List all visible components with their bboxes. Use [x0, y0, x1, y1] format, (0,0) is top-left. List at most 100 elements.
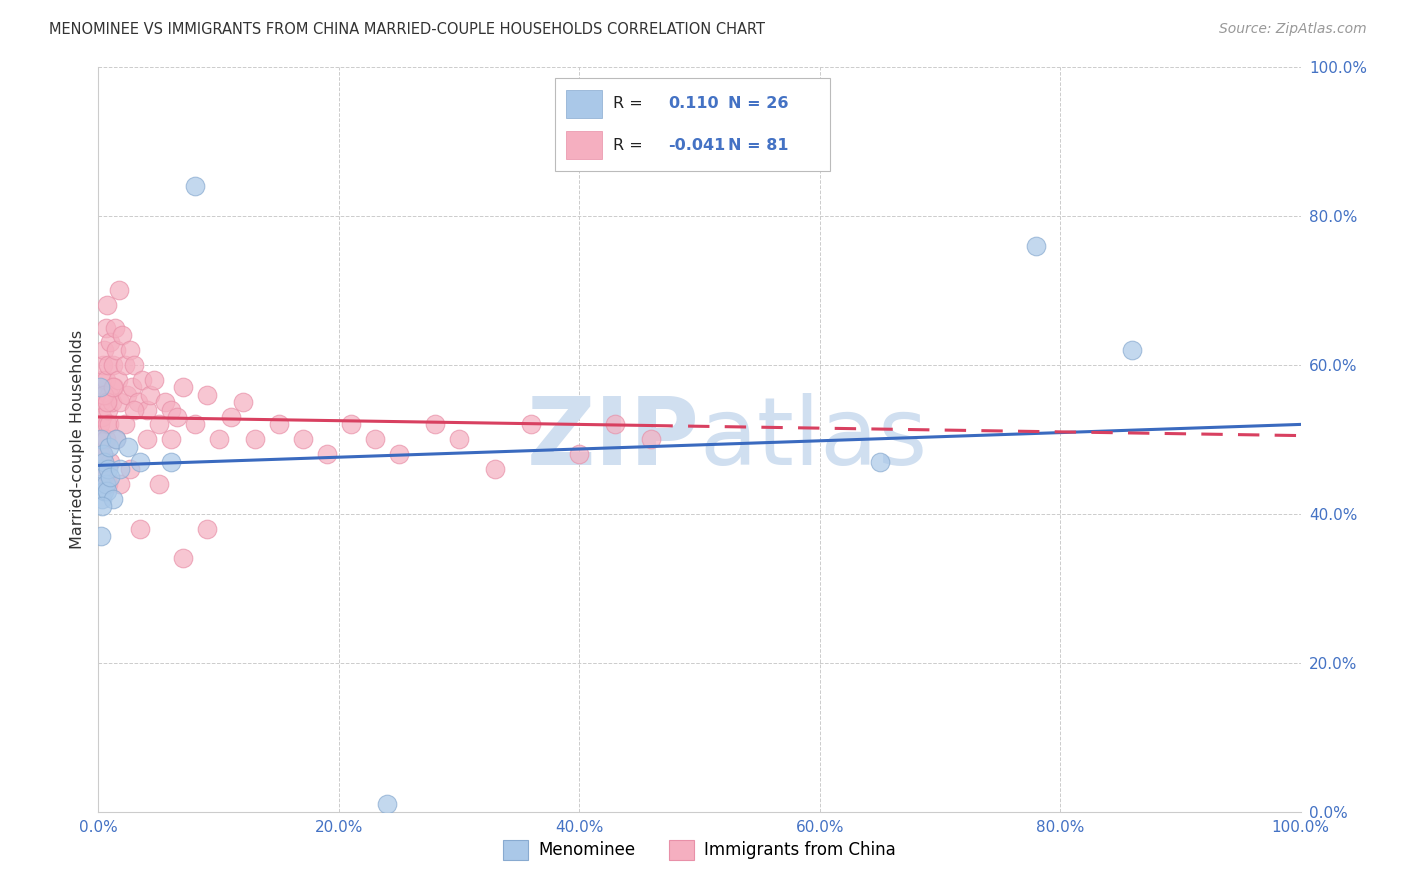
Point [114, 358, 136, 372]
Point [148, 417, 170, 432]
Point [142, 373, 165, 387]
Point [98, 387, 121, 401]
Point [101, 380, 124, 394]
Point [108, 395, 131, 409]
Point [91, 387, 114, 401]
Point [97, 358, 120, 372]
Text: N = 81: N = 81 [728, 137, 789, 153]
Point [111, 328, 134, 343]
Point [101, 491, 124, 506]
Point [124, 358, 146, 372]
Point [124, 402, 146, 417]
Point [89, 447, 111, 461]
Point [96, 484, 118, 499]
Point [93, 455, 115, 469]
Point [100, 395, 122, 409]
Point [101, 358, 124, 372]
Point [423, 417, 446, 432]
Point [105, 433, 128, 447]
Point [364, 433, 387, 447]
Point [447, 433, 470, 447]
Text: atlas: atlas [699, 393, 928, 485]
Text: Source: ZipAtlas.com: Source: ZipAtlas.com [1219, 22, 1367, 37]
Point [172, 551, 194, 566]
Point [388, 447, 411, 461]
Point [91, 500, 114, 514]
Point [1025, 238, 1047, 252]
Point [129, 522, 152, 536]
Text: ZIP: ZIP [527, 393, 699, 485]
Point [91, 373, 114, 387]
Point [172, 380, 194, 394]
Point [568, 447, 591, 461]
Point [484, 462, 506, 476]
Bar [567, 131, 602, 159]
Point [315, 447, 337, 461]
Point [91, 447, 114, 461]
Point [91, 491, 114, 506]
Point [104, 320, 127, 334]
Point [117, 440, 139, 454]
Point [117, 387, 139, 401]
Point [114, 417, 136, 432]
Point [97, 462, 120, 476]
Point [96, 298, 118, 312]
Point [103, 380, 125, 394]
Point [375, 797, 398, 812]
Point [96, 395, 118, 409]
Point [340, 417, 363, 432]
Point [1121, 343, 1143, 357]
Point [159, 433, 181, 447]
Point [90, 477, 112, 491]
Point [195, 522, 218, 536]
Point [129, 455, 152, 469]
Point [107, 373, 129, 387]
Point [108, 462, 131, 476]
Point [94, 373, 117, 387]
Point [100, 455, 122, 469]
Point [105, 433, 128, 447]
Point [90, 433, 112, 447]
Point [183, 417, 205, 432]
Point [183, 179, 205, 194]
Point [105, 343, 128, 357]
Point [520, 417, 543, 432]
Point [97, 477, 120, 491]
Point [91, 462, 114, 476]
Point [208, 433, 231, 447]
Point [153, 395, 176, 409]
Point [605, 417, 627, 432]
Point [139, 387, 162, 401]
Point [93, 455, 115, 469]
Point [93, 343, 115, 357]
Text: MENOMINEE VS IMMIGRANTS FROM CHINA MARRIED-COUPLE HOUSEHOLDS CORRELATION CHART: MENOMINEE VS IMMIGRANTS FROM CHINA MARRI… [49, 22, 765, 37]
Point [219, 409, 242, 424]
Point [91, 469, 114, 483]
Point [100, 335, 122, 350]
Point [100, 469, 122, 483]
Point [108, 284, 131, 298]
Point [98, 417, 121, 432]
Point [90, 433, 112, 447]
Point [97, 402, 120, 417]
Point [869, 455, 891, 469]
Legend: Menominee, Immigrants from China: Menominee, Immigrants from China [496, 833, 903, 867]
Point [94, 320, 117, 334]
Point [93, 387, 115, 401]
Point [118, 462, 141, 476]
Point [166, 409, 188, 424]
Point [98, 440, 121, 454]
Point [232, 395, 254, 409]
Point [148, 477, 170, 491]
Point [93, 484, 115, 499]
Text: 0.110: 0.110 [668, 96, 718, 112]
Point [108, 477, 131, 491]
Point [121, 380, 143, 394]
Point [94, 433, 117, 447]
Point [89, 380, 111, 394]
Point [135, 402, 157, 417]
Text: R =: R = [613, 96, 643, 112]
Point [89, 417, 111, 432]
Point [90, 395, 112, 409]
Point [91, 409, 114, 424]
